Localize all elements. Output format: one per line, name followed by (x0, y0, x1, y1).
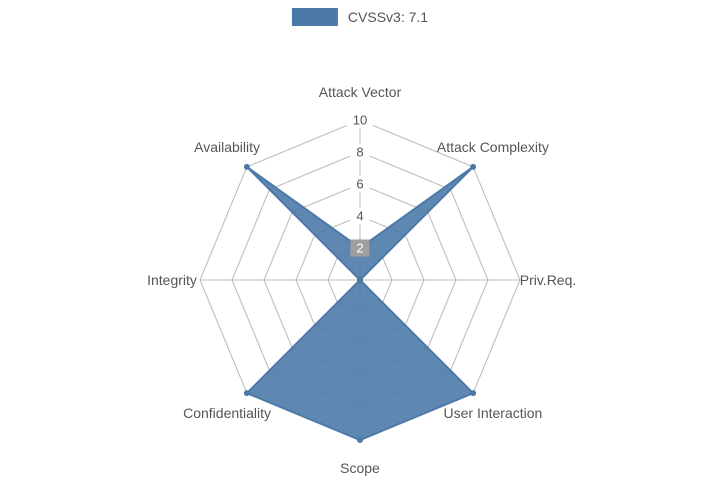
tick-label: 8 (350, 144, 369, 161)
axis-label: Availability (194, 139, 260, 155)
tick-label: 4 (350, 208, 369, 225)
axis-label: Integrity (147, 272, 197, 288)
tick-label: 6 (350, 176, 369, 193)
chart-legend: CVSSv3: 7.1 (292, 8, 428, 26)
axis-label: Confidentiality (183, 405, 271, 421)
axis-label: Attack Complexity (437, 139, 549, 155)
axis-label: Priv.Req. (520, 272, 577, 288)
axis-label: User Interaction (444, 405, 543, 421)
legend-swatch (292, 8, 338, 26)
axis-label: Attack Vector (319, 84, 401, 100)
tick-label: 10 (347, 112, 373, 129)
axis-label: Scope (340, 460, 380, 476)
tick-label: 2 (350, 240, 369, 257)
legend-label: CVSSv3: 7.1 (348, 9, 428, 25)
